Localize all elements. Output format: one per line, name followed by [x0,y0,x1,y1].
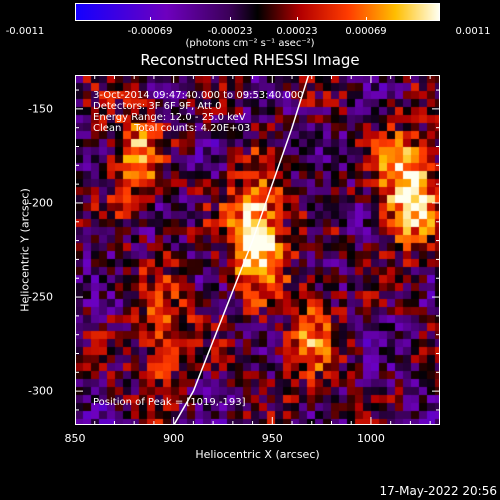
detectors-label: Detectors: 3F 6F 9F, Att 0 [93,101,222,112]
y-tick-label: -200 [28,196,53,210]
peak-position-label: Position of Peak = [1019,-193] [93,397,246,408]
colorbar-tick-label: -0.00069 [127,26,173,37]
x-tick-label: 850 [64,432,86,445]
y-tick-label: -300 [28,384,53,398]
energy-range-label: Energy Range: 12.0 - 25.0 keV [93,112,246,123]
y-axis-label: Heliocentric Y (arcsec) [18,188,32,312]
x-tick-label: 950 [261,432,283,445]
colorbar-gradient [75,3,440,21]
colorbar-tick-label: 0.00023 [276,26,318,37]
colorbar-tick-mark [230,17,231,21]
colorbar-tick-mark [297,17,298,21]
chart-title: Reconstructed RHESSI Image [140,51,360,69]
colorbar-tick-label: -0.00023 [207,26,253,37]
y-tick-label: -250 [28,290,53,304]
colorbar-tick-mark [366,17,367,21]
x-tick-label: 900 [163,432,185,445]
x-axis-label: Heliocentric X (arcsec) [195,448,320,461]
colorbar-tick-mark [150,17,151,21]
colorbar-tick-label: 0.00069 [345,26,387,37]
colorbar-tick-label: 0.0011 [455,26,491,37]
time-range-label: 3-Oct-2014 09:47:40.000 to 09:53:40.000 [93,90,304,101]
clean-counts-label: Clean Total counts: 4.20E+03 [93,123,251,134]
footer-timestamp: 17-May-2022 20:56 [379,484,497,498]
x-tick-label: 1000 [356,432,385,445]
y-tick-label: -150 [28,102,53,116]
colorbar-tick-label: -0.0011 [5,26,45,37]
colorbar-units: (photons cm⁻² s⁻¹ asec⁻²) [185,38,315,49]
